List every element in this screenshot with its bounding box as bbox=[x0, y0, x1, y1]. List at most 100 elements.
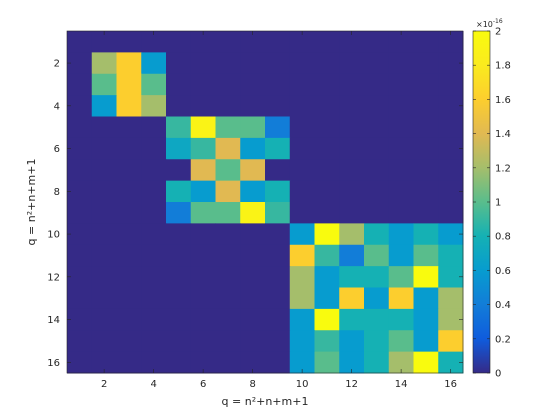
heatmap-cell bbox=[91, 137, 117, 160]
heatmap-cell bbox=[339, 159, 365, 182]
heatmap-cell bbox=[240, 308, 266, 331]
heatmap-cell bbox=[166, 137, 192, 160]
heatmap-cell bbox=[91, 202, 117, 224]
x-tick-label: 12 bbox=[345, 379, 358, 390]
heatmap-cell bbox=[166, 159, 192, 182]
heatmap-cell bbox=[364, 116, 390, 139]
heatmap-cell bbox=[289, 95, 315, 118]
heatmap-cell bbox=[339, 330, 365, 353]
heatmap-cell bbox=[438, 202, 464, 224]
heatmap-cell bbox=[314, 31, 340, 53]
heatmap-cell bbox=[116, 223, 142, 246]
heatmap-cell bbox=[141, 159, 167, 182]
colorbar-tick-label: 1.4 bbox=[495, 129, 511, 140]
heatmap-cell bbox=[289, 266, 315, 289]
x-tick-label: 2 bbox=[101, 379, 107, 390]
heatmap-cell bbox=[166, 266, 192, 289]
heatmap-cell bbox=[388, 73, 414, 96]
heatmap-cell bbox=[67, 287, 93, 310]
heatmap-cell bbox=[240, 223, 266, 246]
heatmap-cell bbox=[388, 31, 414, 53]
heatmap-cell bbox=[289, 287, 315, 310]
heatmap-cell bbox=[141, 351, 167, 374]
heatmap-cell bbox=[364, 266, 390, 289]
heatmap-cell bbox=[388, 137, 414, 160]
heatmap-cell bbox=[314, 244, 340, 267]
heatmap-cell bbox=[166, 223, 192, 246]
heatmap-cell bbox=[364, 287, 390, 310]
heatmap-cell bbox=[67, 180, 93, 203]
heatmap-cell bbox=[91, 308, 117, 331]
colorbar-tick-label: 2 bbox=[495, 27, 501, 38]
heatmap-cell bbox=[166, 308, 192, 331]
heatmap-cell bbox=[116, 95, 142, 118]
heatmap-cell bbox=[215, 223, 241, 246]
heatmap-cell bbox=[215, 52, 241, 75]
heatmap-cell bbox=[265, 330, 291, 353]
heatmap-cell bbox=[190, 244, 216, 267]
heatmap-cell bbox=[215, 287, 241, 310]
heatmap-cell bbox=[91, 244, 117, 267]
heatmap-cell bbox=[240, 266, 266, 289]
heatmap-cell bbox=[67, 31, 93, 53]
heatmap-cell bbox=[364, 73, 390, 96]
heatmap-cell bbox=[190, 223, 216, 246]
heatmap-cell bbox=[67, 202, 93, 224]
heatmap-cell bbox=[116, 159, 142, 182]
heatmap-cell bbox=[438, 266, 464, 289]
heatmap-cell bbox=[339, 223, 365, 246]
heatmap-cell bbox=[314, 180, 340, 203]
heatmap-cell bbox=[116, 116, 142, 139]
heatmap-cell bbox=[141, 308, 167, 331]
heatmap-cell bbox=[67, 308, 93, 331]
heatmap-cell bbox=[413, 308, 439, 331]
heatmap-cell bbox=[265, 202, 291, 224]
heatmap-cell bbox=[166, 73, 192, 96]
heatmap-cell bbox=[240, 159, 266, 182]
heatmap-cell bbox=[364, 95, 390, 118]
heatmap-cell bbox=[190, 266, 216, 289]
heatmap-cell bbox=[91, 31, 117, 53]
heatmap-cell bbox=[240, 95, 266, 118]
heatmap-cell bbox=[289, 351, 315, 374]
heatmap-cell bbox=[388, 52, 414, 75]
heatmap-cell bbox=[388, 223, 414, 246]
heatmap-cell bbox=[413, 73, 439, 96]
heatmap-cell bbox=[413, 180, 439, 203]
x-axis-label: q = n²+n+m+1 bbox=[222, 395, 309, 408]
heatmap-cell bbox=[339, 31, 365, 53]
heatmap-cell bbox=[91, 223, 117, 246]
heatmap-cell bbox=[116, 180, 142, 203]
heatmap-cell bbox=[190, 116, 216, 139]
colorbar-tick-label: 0.6 bbox=[495, 266, 511, 277]
heatmap-cell bbox=[364, 244, 390, 267]
heatmap-cell bbox=[314, 223, 340, 246]
heatmap-cell bbox=[67, 52, 93, 75]
heatmap-cell bbox=[339, 287, 365, 310]
heatmap-cell bbox=[388, 266, 414, 289]
heatmap-cell bbox=[215, 330, 241, 353]
heatmap-cell bbox=[413, 31, 439, 53]
y-tick-label: 14 bbox=[47, 315, 60, 326]
heatmap-cell bbox=[141, 244, 167, 267]
colorbar-tick-label: 0.8 bbox=[495, 232, 511, 243]
heatmap-cell bbox=[166, 95, 192, 118]
heatmap-cell bbox=[413, 137, 439, 160]
heatmap-cell bbox=[240, 73, 266, 96]
heatmap-cell bbox=[190, 351, 216, 374]
heatmap-cell bbox=[413, 159, 439, 182]
heatmap-cell bbox=[265, 95, 291, 118]
heatmap-cell bbox=[364, 308, 390, 331]
heatmap-cell bbox=[215, 137, 241, 160]
heatmap-cell bbox=[265, 180, 291, 203]
heatmap-cell bbox=[413, 223, 439, 246]
colorbar-exponent-label: ×10-16 bbox=[476, 18, 503, 29]
heatmap-cell bbox=[388, 287, 414, 310]
heatmap-cells bbox=[67, 31, 464, 374]
colorbar-tick-label: 0.2 bbox=[495, 334, 511, 345]
heatmap-cell bbox=[141, 223, 167, 246]
heatmap-cell bbox=[438, 330, 464, 353]
heatmap-cell bbox=[215, 116, 241, 139]
heatmap-cell bbox=[364, 52, 390, 75]
